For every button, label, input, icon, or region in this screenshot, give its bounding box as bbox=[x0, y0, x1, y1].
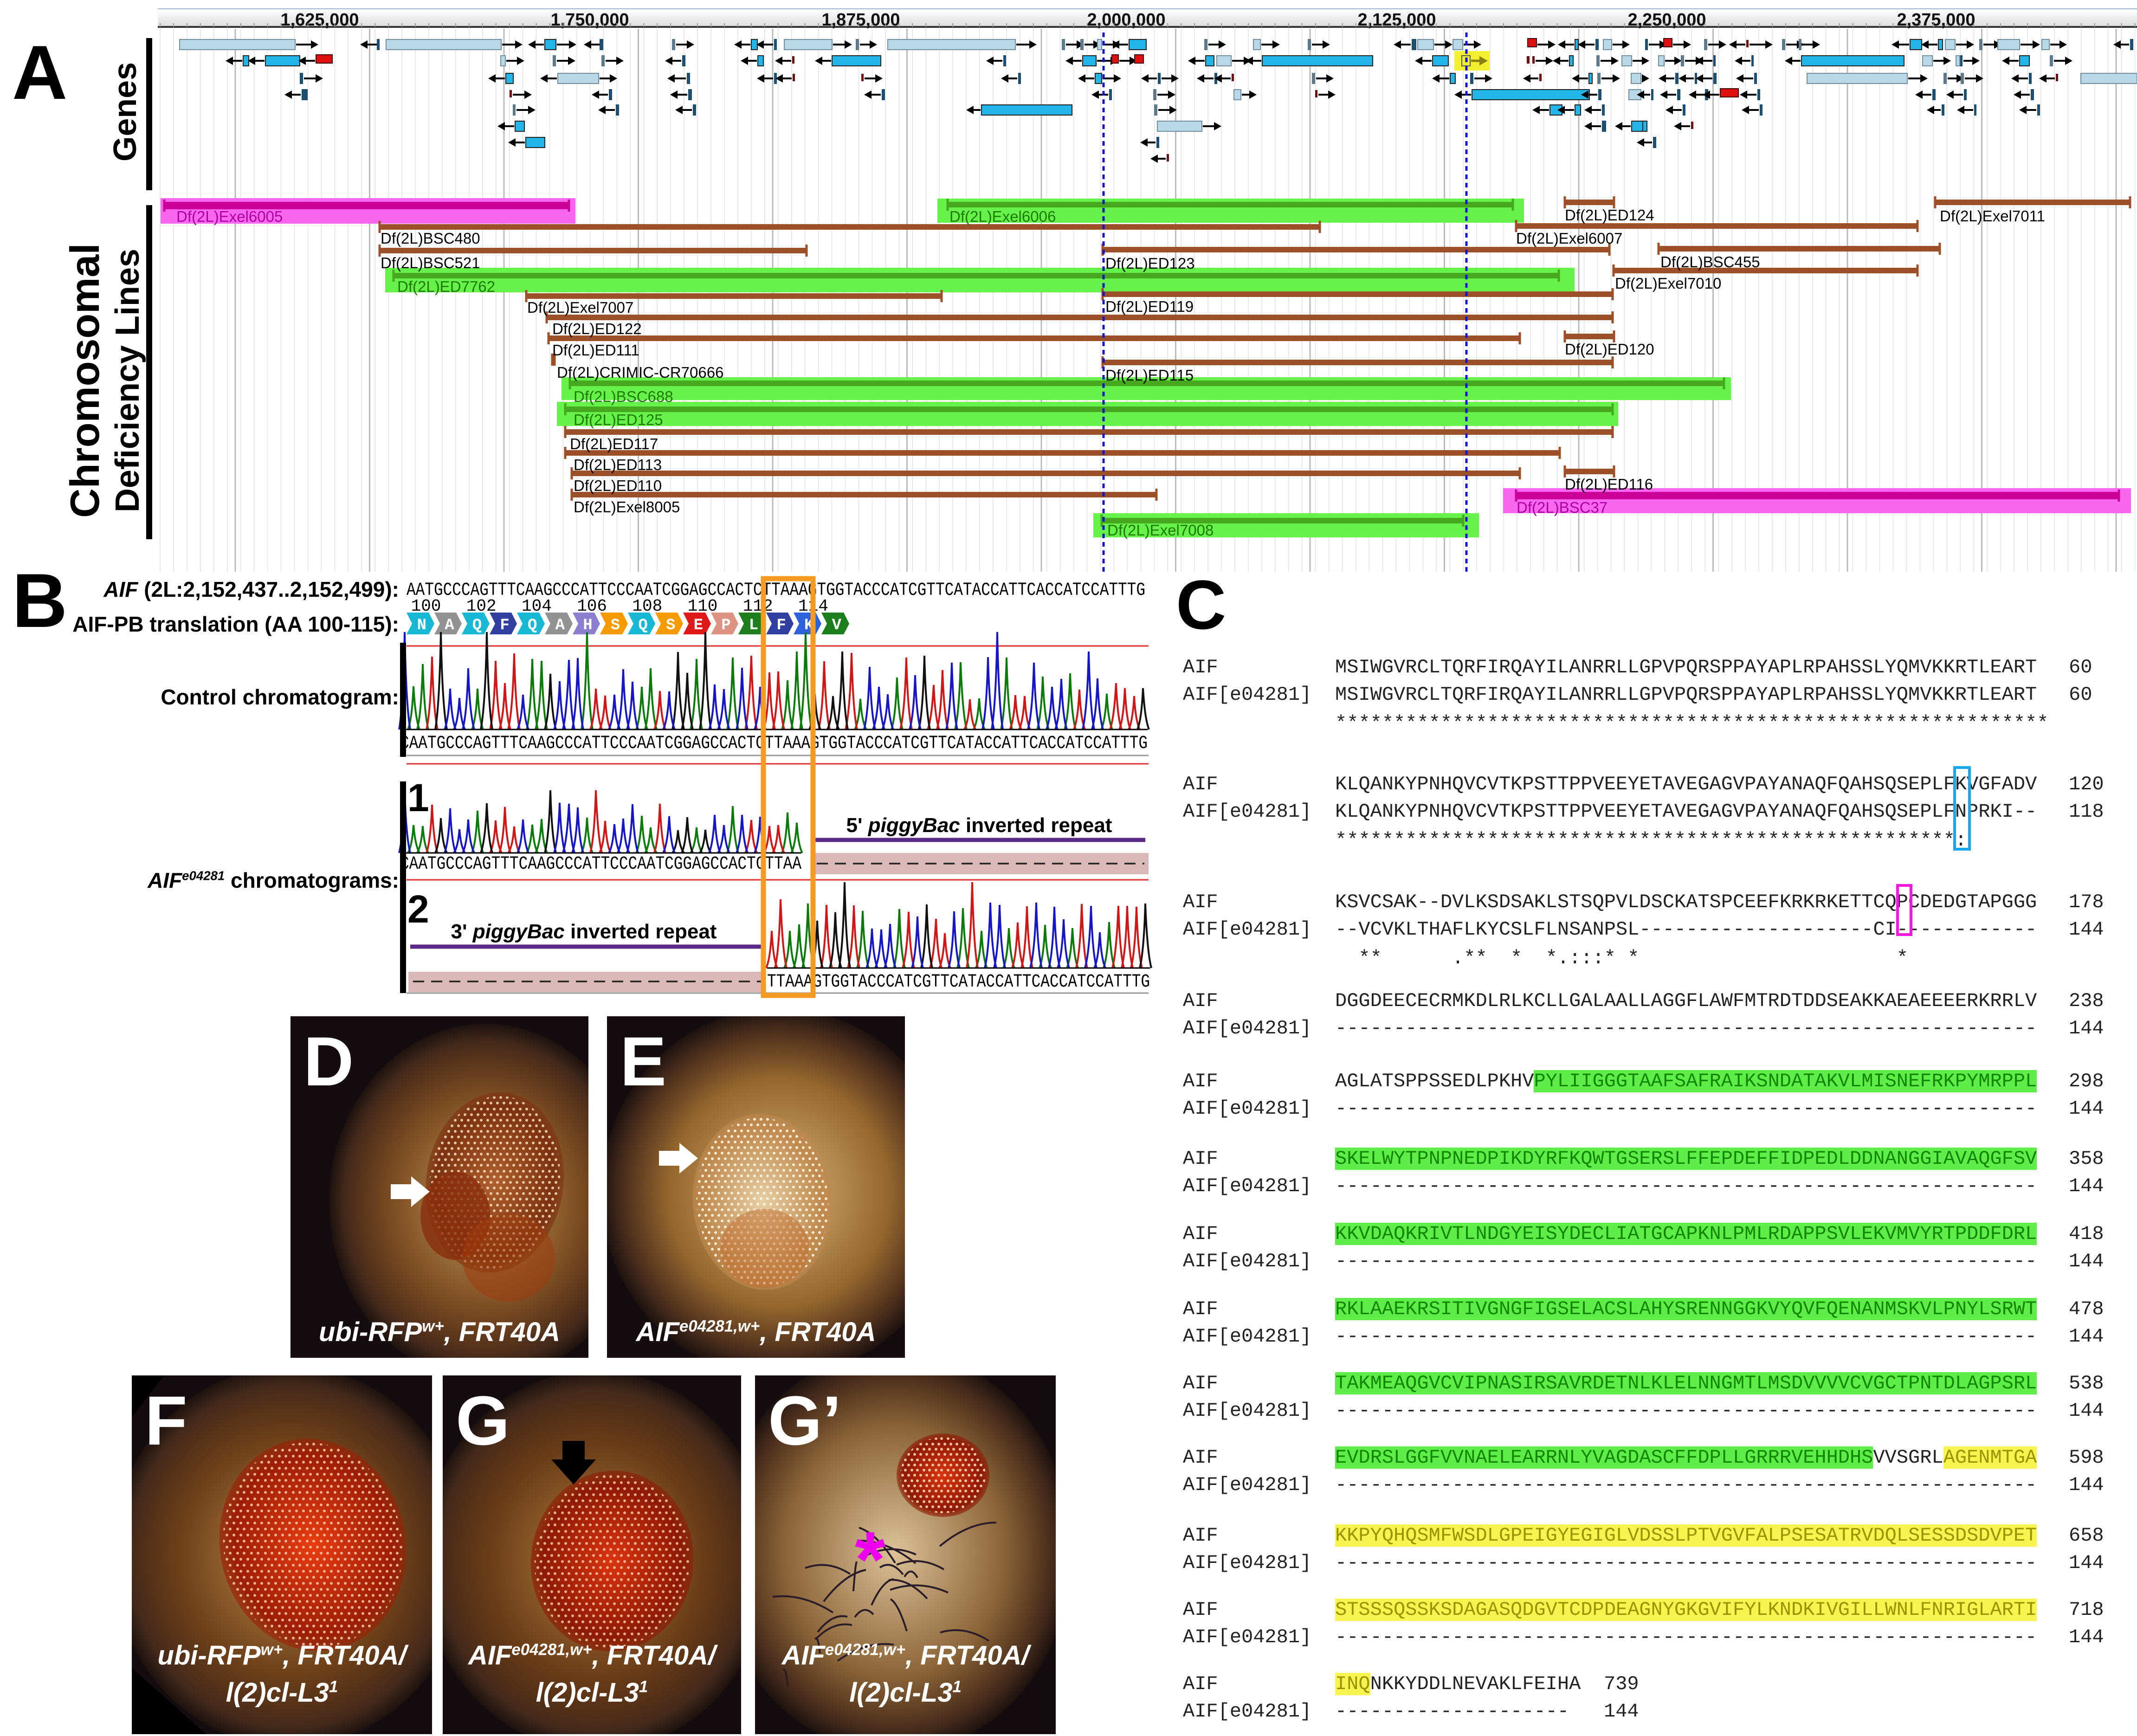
svg-text:Df(2L)ED111: Df(2L)ED111 bbox=[552, 342, 639, 359]
svg-text:Q: Q bbox=[472, 617, 482, 634]
svg-text:Df(2L)Exel7007: Df(2L)Exel7007 bbox=[527, 299, 633, 316]
svg-text:A: A bbox=[555, 617, 565, 634]
svg-text:Df(2L)ED115: Df(2L)ED115 bbox=[1105, 367, 1194, 384]
svg-text:L: L bbox=[749, 617, 758, 634]
svg-text:*: * bbox=[855, 1516, 885, 1604]
svg-text:TTAAAGTGGTACCCATCGTTCATACCATTC: TTAAAGTGGTACCCATCGTTCATACCATTCACCATCCATT… bbox=[767, 972, 1150, 993]
svg-text:CAATGCCCAGTTTCAAGCCCATTCCCAATC: CAATGCCCAGTTTCAAGCCCATTCCCAATCGGAGCCACTC… bbox=[400, 733, 1148, 754]
svg-text:V: V bbox=[832, 617, 842, 634]
svg-text:Df(2L)ED7762: Df(2L)ED7762 bbox=[397, 278, 495, 295]
svg-text:Df(2L)CRIMIC-CR70666: Df(2L)CRIMIC-CR70666 bbox=[557, 364, 723, 381]
svg-text:Df(2L)ED123: Df(2L)ED123 bbox=[1105, 255, 1195, 272]
svg-text:Df(2L)Exel7010: Df(2L)Exel7010 bbox=[1615, 275, 1721, 292]
svg-text:F: F bbox=[500, 617, 509, 634]
svg-text:Df(2L)ED119: Df(2L)ED119 bbox=[1105, 298, 1194, 315]
svg-text:Df(2L)ED125: Df(2L)ED125 bbox=[574, 411, 663, 428]
svg-text:5' piggyBac inverted repeat: 5' piggyBac inverted repeat bbox=[846, 814, 1112, 837]
svg-text:S: S bbox=[666, 617, 675, 634]
svg-text:Df(2L)BSC455: Df(2L)BSC455 bbox=[1660, 253, 1760, 271]
svg-text:1,625,000: 1,625,000 bbox=[280, 10, 359, 30]
svg-text:Df(2L)ED110: Df(2L)ED110 bbox=[574, 477, 662, 494]
svg-text:Df(2L)Exel6006: Df(2L)Exel6006 bbox=[949, 208, 1056, 225]
svg-text:2,375,000: 2,375,000 bbox=[1897, 10, 1975, 30]
svg-text:Df(2L)ED124: Df(2L)ED124 bbox=[1565, 207, 1654, 224]
svg-text:Df(2L)BSC480: Df(2L)BSC480 bbox=[381, 230, 480, 247]
svg-text:Df(2L)ED120: Df(2L)ED120 bbox=[1565, 341, 1654, 358]
svg-text:E: E bbox=[694, 617, 703, 634]
svg-text:Df(2L)Exel6005: Df(2L)Exel6005 bbox=[176, 208, 283, 225]
svg-text:Df(2L)Exel6007: Df(2L)Exel6007 bbox=[1516, 230, 1622, 247]
svg-text:H: H bbox=[583, 617, 592, 634]
svg-text:Df(2L)BSC688: Df(2L)BSC688 bbox=[574, 388, 673, 405]
svg-text:Df(2L)Exel8005: Df(2L)Exel8005 bbox=[574, 498, 680, 516]
svg-text:3' piggyBac inverted repeat: 3' piggyBac inverted repeat bbox=[451, 920, 717, 943]
svg-text:1: 1 bbox=[407, 776, 429, 820]
svg-text:AATGCCCAGTTTCAAGCCCATTCCCAATCG: AATGCCCAGTTTCAAGCCCATTCCCAATCGGAGCCACTCT… bbox=[407, 580, 1145, 601]
svg-text:Df(2L)ED113: Df(2L)ED113 bbox=[574, 456, 662, 473]
svg-text:Df(2L)Exel7011: Df(2L)Exel7011 bbox=[1940, 207, 2045, 225]
svg-text:Q: Q bbox=[638, 617, 647, 634]
svg-text:P: P bbox=[721, 617, 730, 634]
svg-text:Df(2L)ED116: Df(2L)ED116 bbox=[1565, 476, 1653, 493]
svg-text:Q: Q bbox=[528, 617, 537, 634]
svg-text:A: A bbox=[445, 617, 454, 634]
svg-text:Df(2L)ED122: Df(2L)ED122 bbox=[552, 320, 642, 337]
svg-text:Df(2L)BSC521: Df(2L)BSC521 bbox=[381, 254, 480, 271]
svg-text:S: S bbox=[611, 617, 620, 634]
svg-text:Df(2L)BSC37: Df(2L)BSC37 bbox=[1517, 499, 1608, 516]
svg-text:N: N bbox=[417, 617, 426, 634]
svg-text:Df(2L)Exel7008: Df(2L)Exel7008 bbox=[1107, 522, 1214, 539]
svg-text:F: F bbox=[776, 617, 786, 634]
svg-text:Df(2L)ED117: Df(2L)ED117 bbox=[570, 435, 658, 452]
svg-text:2,250,000: 2,250,000 bbox=[1627, 10, 1706, 30]
svg-text:1,875,000: 1,875,000 bbox=[821, 10, 900, 30]
svg-text:CAATGCCCAGTTTCAAGCCCATTCCCAATC: CAATGCCCAGTTTCAAGCCCATTCCCAATCGGAGCCACTC… bbox=[400, 854, 801, 875]
svg-text:2: 2 bbox=[407, 887, 429, 931]
